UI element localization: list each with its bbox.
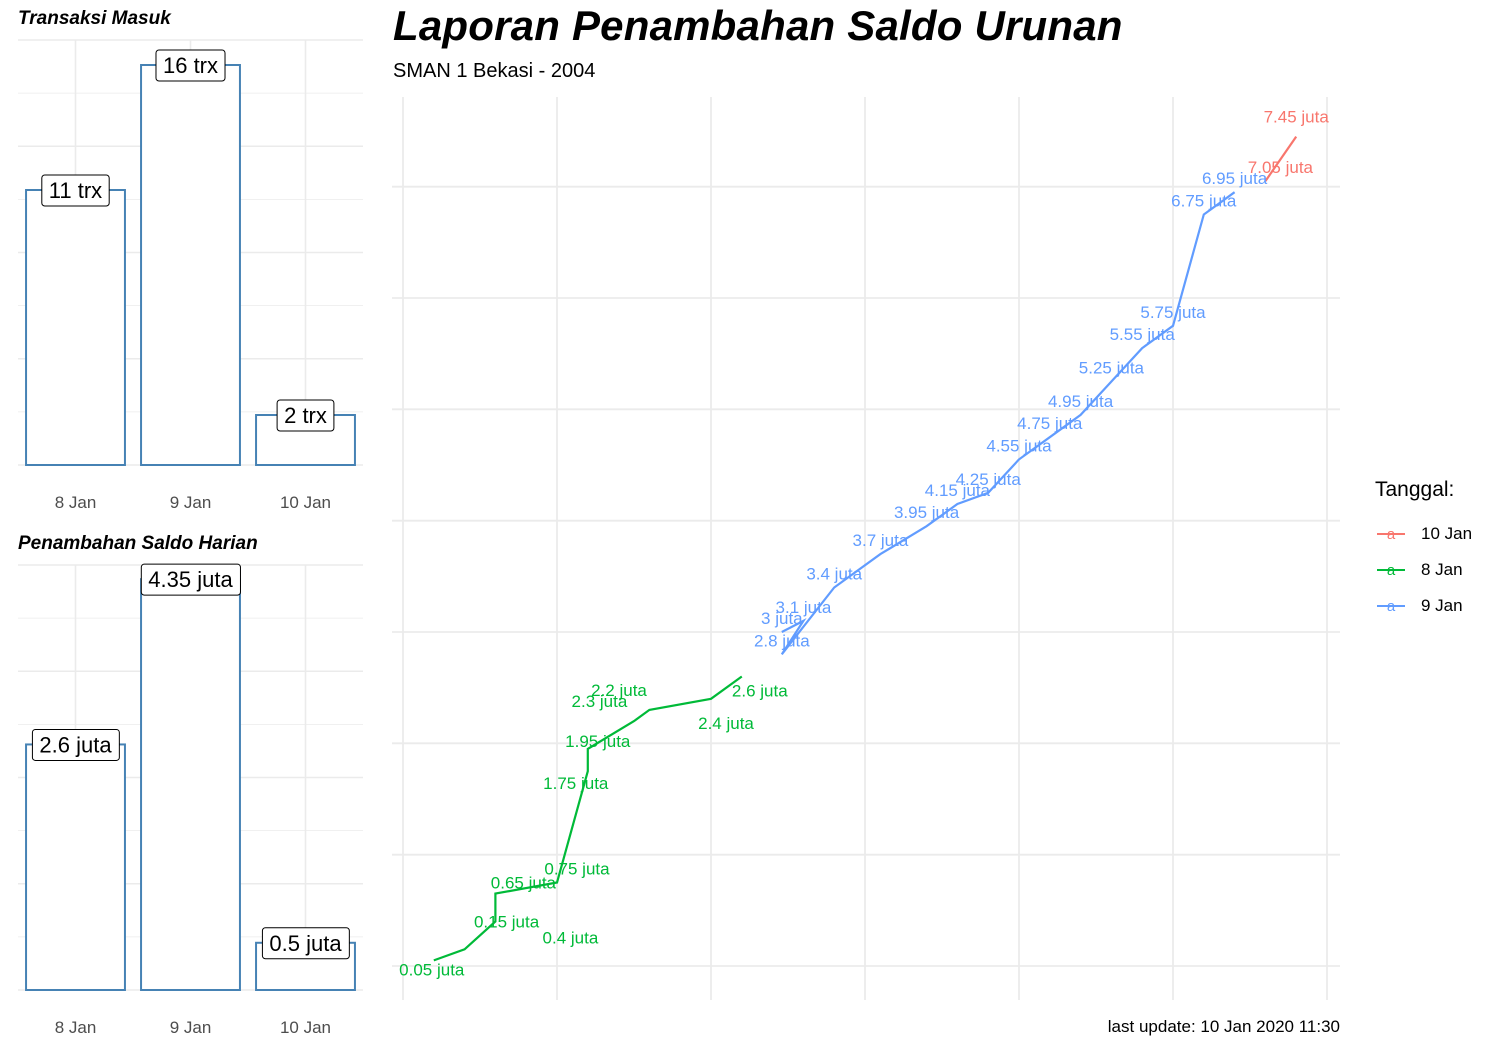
point-label: 3.95 juta (894, 503, 960, 522)
legend-key: a (1377, 526, 1405, 543)
legend: Tanggal: a 10 Jan a 8 Jan a 9 Jan (1375, 478, 1472, 624)
main-title: Laporan Penambahan Saldo Urunan (393, 2, 1123, 49)
legend-title: Tanggal: (1375, 478, 1455, 501)
legend-label: 10 Jan (1421, 524, 1473, 543)
point-label: 6.75 juta (1171, 192, 1237, 211)
legend-key: a (1377, 598, 1405, 615)
point-label: 1.75 juta (543, 774, 609, 793)
series-line-8-jan (433, 675, 743, 962)
trx-label-box (155, 49, 226, 82)
saldo-label-box (261, 927, 350, 960)
legend-label: 8 Jan (1421, 560, 1463, 579)
point-label: 0.15 juta (474, 912, 540, 931)
saldo-x-tick-label: 10 Jan (280, 1018, 331, 1037)
point-label: 2.3 juta (572, 692, 628, 711)
legend-item: a 9 Jan (1375, 588, 1472, 624)
point-label: 1.95 juta (565, 732, 631, 751)
legend-item: a 8 Jan (1375, 552, 1472, 588)
trx-label-box (41, 174, 110, 207)
trx-bar (25, 189, 126, 466)
point-label: 2.6 juta (732, 682, 788, 701)
series-line-10-jan (1264, 135, 1298, 182)
trx-data-label: 11 trx (49, 178, 102, 203)
point-label: 3.1 juta (776, 598, 832, 617)
legend-item: a 10 Jan (1375, 516, 1472, 552)
point-label: 4.55 juta (986, 436, 1052, 455)
point-label: 4.25 juta (956, 470, 1022, 489)
saldo-data-label: 2.6 juta (39, 732, 112, 757)
saldo-bar (140, 578, 241, 992)
trx-label-box (276, 399, 335, 432)
trx-x-tick-label: 8 Jan (55, 493, 97, 512)
point-label: 5.25 juta (1079, 359, 1145, 378)
saldo-harian-chart: 2.6 juta 8 Jan 4.35 juta 9 Jan 0.5 juta 10 Ja… (18, 563, 363, 1037)
saldo-bar (25, 743, 126, 991)
main-chart-panel: Laporan Penambahan Saldo Urunan SMAN 1 B… (375, 0, 1500, 1050)
point-label: 3.4 juta (806, 564, 862, 583)
point-label: 4.75 juta (1017, 414, 1083, 433)
legend-key-glyph: a (1387, 598, 1396, 615)
legend-key-glyph: a (1387, 562, 1396, 579)
trx-x-tick-label: 10 Jan (280, 493, 331, 512)
point-label: 4.95 juta (1048, 392, 1114, 411)
point-label: 3.7 juta (853, 531, 909, 550)
point-label: 7.45 juta (1264, 108, 1330, 127)
saldo-harian-title: Penambahan Saldo Harian (18, 533, 258, 554)
legend-key: a (1377, 562, 1405, 579)
legend-items: a 10 Jan a 8 Jan a 9 Jan (1375, 516, 1472, 624)
point-label: 0.05 juta (399, 960, 465, 979)
point-label: 4.15 juta (925, 481, 991, 500)
trx-x-tick-label: 9 Jan (170, 493, 212, 512)
saldo-data-label: 4.35 juta (148, 567, 233, 592)
point-label: 5.55 juta (1110, 325, 1176, 344)
trx-data-label: 2 trx (284, 403, 327, 428)
point-label: 0.75 juta (544, 860, 610, 879)
transaksi-masuk-title: Transaksi Masuk (18, 8, 171, 29)
point-label: 2.2 juta (591, 681, 647, 700)
main-subtitle: SMAN 1 Bekasi - 2004 (393, 60, 596, 82)
point-label: 2.4 juta (698, 714, 754, 733)
saldo-harian-panel: Penambahan Saldo Harian 2.6 juta 8 Jan 4.3… (0, 525, 375, 1050)
point-label: 3 juta (761, 609, 803, 628)
legend-key-glyph: a (1387, 526, 1396, 543)
trx-data-label: 16 trx (163, 53, 218, 78)
point-label: 0.65 juta (491, 874, 557, 893)
saldo-label-box (140, 563, 241, 596)
point-label: 5.75 juta (1140, 303, 1206, 322)
saldo-x-tick-label: 9 Jan (170, 1018, 212, 1037)
saldo-label-box (31, 728, 120, 761)
trx-bar (140, 64, 241, 466)
transaksi-masuk-panel: Transaksi Masuk 11 trx 8 Jan 16 trx 9 Jan 2 … (0, 0, 375, 525)
saldo-line-chart: 7.05 juta 7.45 juta 0.05 juta 0.15 juta0.4 … (392, 97, 1340, 1000)
point-label: 0.4 juta (543, 928, 599, 947)
point-label: 6.95 juta (1202, 169, 1268, 188)
legend-label: 9 Jan (1421, 596, 1463, 615)
saldo-data-label: 0.5 juta (269, 931, 342, 956)
transaksi-masuk-chart: 11 trx 8 Jan 16 trx 9 Jan 2 trx 10 Jan (18, 39, 363, 512)
series-line-9-jan (780, 191, 1236, 655)
saldo-x-tick-label: 8 Jan (55, 1018, 97, 1037)
last-update-caption: last update: 10 Jan 2020 11:30 (1107, 1017, 1340, 1036)
point-label: 7.05 juta (1248, 158, 1314, 177)
point-label: 2.8 juta (754, 631, 810, 650)
